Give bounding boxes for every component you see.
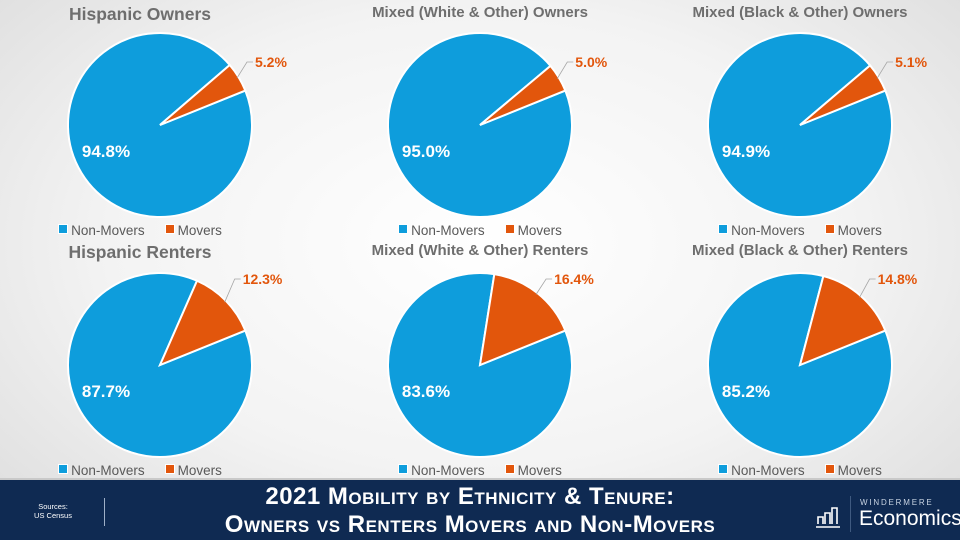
- legend-item-non-movers: Non-Movers: [398, 463, 485, 478]
- pie-chart: 83.6% 16.4%: [386, 271, 594, 458]
- chart-legend: Non-Movers Movers: [0, 463, 300, 478]
- legend-item-movers: Movers: [164, 223, 222, 238]
- logo-divider: [850, 496, 851, 532]
- legend-label: Movers: [177, 463, 222, 478]
- sources-label: Sources:: [38, 502, 68, 511]
- pie-slice-movers: [158, 279, 247, 367]
- legend-swatch: [504, 224, 515, 234]
- slide-title-line-2: Owners vs Renters Movers and Non-Movers: [224, 511, 716, 538]
- legend-item-movers: Movers: [824, 463, 882, 478]
- sources-note: Sources: US Census: [18, 502, 88, 520]
- legend-label: Non-Movers: [71, 223, 145, 238]
- pie-slice-movers: [159, 63, 247, 126]
- data-label-non-movers: 83.6%: [402, 382, 450, 401]
- pie-chart: 85.2% 14.8%: [707, 271, 918, 458]
- leader-line: [876, 61, 894, 79]
- charts-grid: Hispanic Owners 94.8% 5.2% Non-Movers Movers…: [0, 0, 960, 478]
- logo-brand: WINDERMERE: [860, 498, 934, 507]
- legend-label: Movers: [517, 223, 562, 238]
- chart-title: Mixed (White & Other) Owners: [372, 4, 588, 21]
- legend-swatch: [718, 464, 729, 474]
- chart-legend: Non-Movers Movers: [0, 223, 300, 238]
- data-label-movers: 16.4%: [554, 271, 594, 287]
- legend-label: Movers: [517, 463, 562, 478]
- legend-swatch: [164, 464, 175, 474]
- legend-swatch: [824, 224, 835, 234]
- chart-legend: Non-Movers Movers: [640, 223, 960, 238]
- footer-divider: [104, 498, 105, 526]
- legend-label: Non-Movers: [411, 223, 485, 238]
- legend-swatch: [398, 224, 409, 234]
- legend-label: Movers: [837, 223, 882, 238]
- pie-slice-movers: [479, 64, 567, 126]
- legend-label: Non-Movers: [731, 463, 805, 478]
- pie-chart-panel: Hispanic Owners 94.8% 5.2% Non-Movers Movers: [0, 0, 320, 240]
- legend-label: Non-Movers: [731, 223, 805, 238]
- legend-swatch: [164, 224, 175, 234]
- chart-title: Mixed (White & Other) Renters: [371, 242, 589, 259]
- leader-line: [224, 278, 241, 303]
- chart-title: Mixed (Black & Other) Owners: [692, 4, 908, 21]
- legend-item-non-movers: Non-Movers: [398, 223, 485, 238]
- legend-swatch: [824, 464, 835, 474]
- bar-chart-icon: [816, 507, 840, 528]
- slide-title-line-1: 2021 Mobility by Ethnicity & Tenure:: [265, 483, 675, 510]
- data-label-non-movers: 87.7%: [82, 382, 130, 401]
- chart-legend: Non-Movers Movers: [320, 223, 640, 238]
- data-label-movers: 5.0%: [575, 54, 607, 70]
- leader-line: [535, 278, 553, 295]
- data-label-non-movers: 85.2%: [722, 382, 770, 401]
- data-label-movers: 12.3%: [243, 271, 283, 287]
- legend-item-movers: Movers: [164, 463, 222, 478]
- pie-chart: 94.8% 5.2%: [67, 31, 287, 218]
- pie-chart-panel: Mixed (Black & Other) Owners 94.9% 5.1% Non…: [640, 0, 960, 240]
- legend-label: Non-Movers: [71, 463, 145, 478]
- leader-line: [236, 61, 253, 79]
- pie-chart-panel: Mixed (White & Other) Renters 83.6% 16.4% N…: [320, 0, 640, 478]
- pie-chart-panel: Hispanic Renters 87.7% 12.3% Non-Movers Move…: [0, 0, 320, 478]
- pie-chart: 94.9% 5.1%: [707, 31, 928, 218]
- legend-label: Movers: [837, 463, 882, 478]
- data-label-non-movers: 94.9%: [722, 142, 770, 161]
- legend-item-movers: Movers: [504, 463, 562, 478]
- legend-label: Non-Movers: [411, 463, 485, 478]
- slide-title: 2021 Mobility by Ethnicity & Tenure: Own…: [150, 483, 790, 539]
- pie-chart-panel: Mixed (Black & Other) Renters 85.2% 14.8% N…: [640, 0, 960, 478]
- pie-chart: 95.0% 5.0%: [387, 31, 608, 218]
- pie-chart: 87.7% 12.3%: [66, 271, 283, 458]
- logo-name: Economics: [859, 507, 960, 530]
- legend-swatch: [58, 224, 69, 234]
- pie-chart-panel: Mixed (White & Other) Owners 95.0% 5.0% Non…: [320, 0, 640, 240]
- sources-value: US Census: [34, 511, 72, 520]
- data-label-non-movers: 94.8%: [82, 142, 130, 161]
- leader-line: [556, 61, 574, 79]
- legend-item-non-movers: Non-Movers: [718, 223, 805, 238]
- chart-title: Hispanic Renters: [68, 242, 212, 262]
- data-label-non-movers: 95.0%: [402, 142, 450, 161]
- legend-item-non-movers: Non-Movers: [718, 463, 805, 478]
- legend-swatch: [718, 224, 729, 234]
- legend-label: Movers: [177, 223, 222, 238]
- legend-swatch: [504, 464, 515, 474]
- data-label-movers: 5.2%: [255, 54, 287, 70]
- legend-item-movers: Movers: [824, 223, 882, 238]
- legend-item-non-movers: Non-Movers: [58, 463, 145, 478]
- legend-item-non-movers: Non-Movers: [58, 223, 145, 238]
- legend-item-movers: Movers: [504, 223, 562, 238]
- data-label-movers: 14.8%: [878, 271, 918, 287]
- windermere-economics-logo: WINDERMERE Economics: [812, 494, 960, 534]
- chart-title: Hispanic Owners: [69, 4, 211, 24]
- leader-line: [859, 278, 876, 298]
- chart-title: Mixed (Black & Other) Renters: [692, 242, 908, 259]
- legend-swatch: [398, 464, 409, 474]
- chart-legend: Non-Movers Movers: [640, 463, 960, 478]
- footer-bar: Sources: US Census 2021 Mobility by Ethn…: [0, 478, 960, 540]
- legend-swatch: [58, 464, 69, 474]
- chart-legend: Non-Movers Movers: [320, 463, 640, 478]
- data-label-movers: 5.1%: [895, 54, 927, 70]
- pie-slice-movers: [799, 64, 887, 126]
